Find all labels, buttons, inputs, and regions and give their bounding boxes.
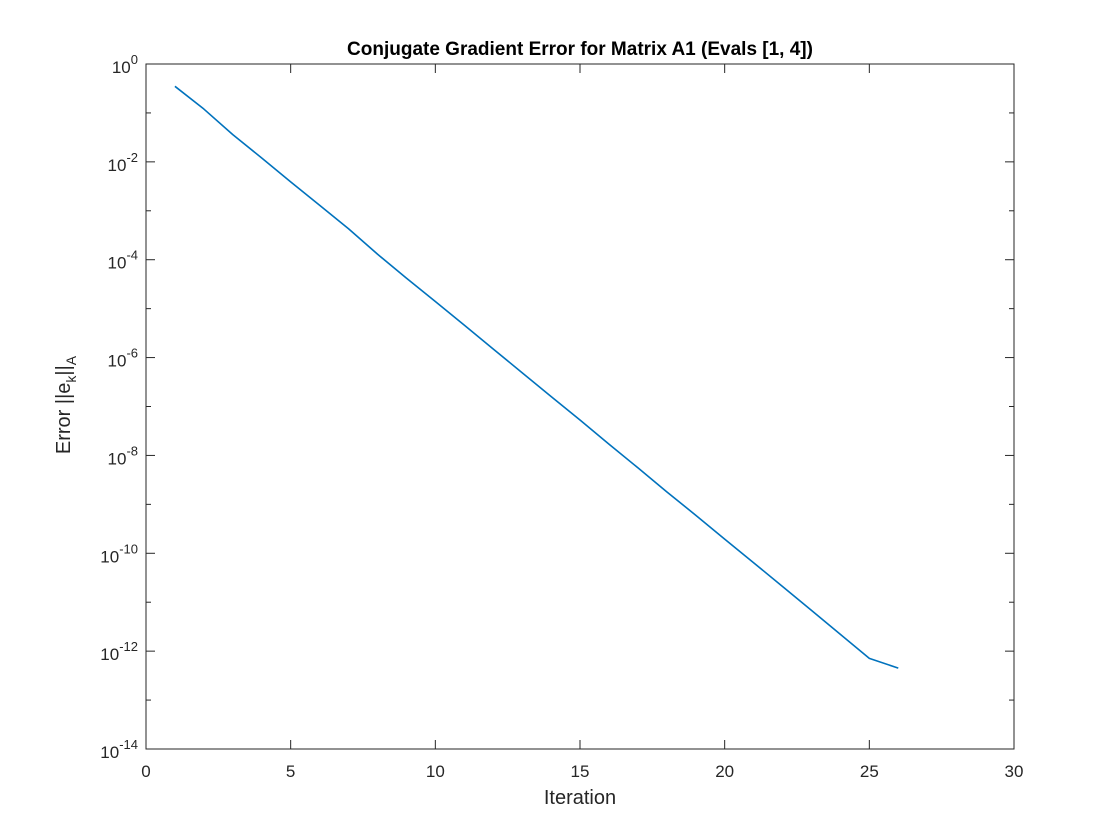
y-tick-label--8: 10-8	[108, 443, 138, 468]
y-tick-label-0: 100	[112, 52, 138, 77]
x-tick-label-25: 25	[860, 762, 879, 781]
x-tick-label-30: 30	[1005, 762, 1024, 781]
y-tick-label--6: 10-6	[108, 346, 138, 371]
y-tick-label--12: 10-12	[100, 639, 138, 664]
plot-area	[146, 64, 1014, 749]
y-tick-label--10: 10-10	[100, 541, 138, 566]
y-tick-label--14: 10-14	[100, 737, 138, 762]
y-tick-label--4: 10-4	[108, 248, 138, 273]
axes: 0 5 10 15 20 25 30 100 10-2 10-4 10-6 10-8 10-10 10-1…	[100, 52, 1023, 781]
x-tick-label-15: 15	[571, 762, 590, 781]
chart-title: Conjugate Gradient Error for Matrix A1 (…	[347, 39, 813, 60]
y-axis-label: Error ||ek||A	[53, 355, 79, 454]
x-tick-label-5: 5	[286, 762, 295, 781]
series-line-0	[174, 85, 899, 669]
x-tick-label-10: 10	[426, 762, 445, 781]
axes-box	[145, 63, 1015, 750]
x-tick-label-0: 0	[141, 762, 150, 781]
x-tick-label-20: 20	[715, 762, 734, 781]
y-tick-label--2: 10-2	[108, 150, 138, 175]
x-axis-label: Iteration	[544, 787, 616, 809]
